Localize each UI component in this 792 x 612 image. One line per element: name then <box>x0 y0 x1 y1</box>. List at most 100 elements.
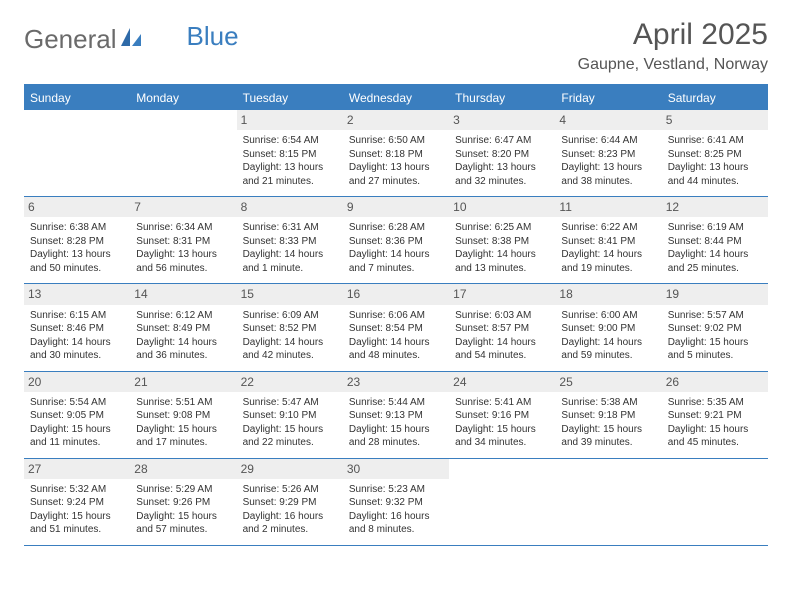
daylight-text: Daylight: 13 hours and 21 minutes. <box>243 161 337 188</box>
sunset-text: Sunset: 9:16 PM <box>455 409 549 423</box>
sunrise-text: Sunrise: 6:22 AM <box>561 221 655 235</box>
logo-text-1: General <box>24 24 117 55</box>
sunrise-text: Sunrise: 5:35 AM <box>668 396 762 410</box>
daylight-text: Daylight: 15 hours and 28 minutes. <box>349 423 443 450</box>
sunset-text: Sunset: 8:15 PM <box>243 148 337 162</box>
day-cell: 29Sunrise: 5:26 AMSunset: 9:29 PMDayligh… <box>237 459 343 546</box>
day-cell: 22Sunrise: 5:47 AMSunset: 9:10 PMDayligh… <box>237 372 343 459</box>
sunset-text: Sunset: 9:13 PM <box>349 409 443 423</box>
calendar-grid: SundayMondayTuesdayWednesdayThursdayFrid… <box>24 84 768 546</box>
daylight-text: Daylight: 13 hours and 38 minutes. <box>561 161 655 188</box>
sunset-text: Sunset: 8:44 PM <box>668 235 762 249</box>
sunset-text: Sunset: 8:31 PM <box>136 235 230 249</box>
sunset-text: Sunset: 8:20 PM <box>455 148 549 162</box>
sunrise-text: Sunrise: 6:19 AM <box>668 221 762 235</box>
daylight-text: Daylight: 14 hours and 1 minute. <box>243 248 337 275</box>
sunset-text: Sunset: 9:29 PM <box>243 496 337 510</box>
sunset-text: Sunset: 9:18 PM <box>561 409 655 423</box>
daylight-text: Daylight: 14 hours and 48 minutes. <box>349 336 443 363</box>
sunrise-text: Sunrise: 6:15 AM <box>30 309 124 323</box>
daylight-text: Daylight: 13 hours and 27 minutes. <box>349 161 443 188</box>
sunrise-text: Sunrise: 6:03 AM <box>455 309 549 323</box>
day-number: 29 <box>237 459 343 479</box>
daylight-text: Daylight: 15 hours and 22 minutes. <box>243 423 337 450</box>
day-number: 17 <box>449 284 555 304</box>
weekday-header: Sunday <box>24 86 130 110</box>
sunrise-text: Sunrise: 5:44 AM <box>349 396 443 410</box>
day-number: 30 <box>343 459 449 479</box>
weekday-header: Wednesday <box>343 86 449 110</box>
daylight-text: Daylight: 14 hours and 25 minutes. <box>668 248 762 275</box>
day-number: 18 <box>555 284 661 304</box>
day-number: 20 <box>24 372 130 392</box>
header: General Blue April 2025 Gaupne, Vestland… <box>24 18 768 74</box>
day-number: 25 <box>555 372 661 392</box>
day-number: 16 <box>343 284 449 304</box>
daylight-text: Daylight: 14 hours and 30 minutes. <box>30 336 124 363</box>
sunrise-text: Sunrise: 5:41 AM <box>455 396 549 410</box>
sunset-text: Sunset: 9:00 PM <box>561 322 655 336</box>
daylight-text: Daylight: 14 hours and 7 minutes. <box>349 248 443 275</box>
logo-text-2: Blue <box>187 21 239 52</box>
calendar-page: General Blue April 2025 Gaupne, Vestland… <box>0 0 792 546</box>
sunrise-text: Sunrise: 6:09 AM <box>243 309 337 323</box>
daylight-text: Daylight: 16 hours and 8 minutes. <box>349 510 443 537</box>
day-cell: 16Sunrise: 6:06 AMSunset: 8:54 PMDayligh… <box>343 284 449 371</box>
day-number: 15 <box>237 284 343 304</box>
day-cell: 1Sunrise: 6:54 AMSunset: 8:15 PMDaylight… <box>237 110 343 197</box>
sunset-text: Sunset: 8:28 PM <box>30 235 124 249</box>
daylight-text: Daylight: 14 hours and 19 minutes. <box>561 248 655 275</box>
empty-cell: . <box>24 110 130 197</box>
day-number: 1 <box>237 110 343 130</box>
sunset-text: Sunset: 8:54 PM <box>349 322 443 336</box>
day-cell: 7Sunrise: 6:34 AMSunset: 8:31 PMDaylight… <box>130 197 236 284</box>
daylight-text: Daylight: 13 hours and 44 minutes. <box>668 161 762 188</box>
sunset-text: Sunset: 8:25 PM <box>668 148 762 162</box>
day-cell: 28Sunrise: 5:29 AMSunset: 9:26 PMDayligh… <box>130 459 236 546</box>
day-cell: 26Sunrise: 5:35 AMSunset: 9:21 PMDayligh… <box>662 372 768 459</box>
daylight-text: Daylight: 14 hours and 13 minutes. <box>455 248 549 275</box>
day-cell: 17Sunrise: 6:03 AMSunset: 8:57 PMDayligh… <box>449 284 555 371</box>
day-cell: 11Sunrise: 6:22 AMSunset: 8:41 PMDayligh… <box>555 197 661 284</box>
day-number: 13 <box>24 284 130 304</box>
sunrise-text: Sunrise: 6:28 AM <box>349 221 443 235</box>
day-number: 28 <box>130 459 236 479</box>
daylight-text: Daylight: 13 hours and 50 minutes. <box>30 248 124 275</box>
day-number: 4 <box>555 110 661 130</box>
day-cell: 30 Sunrise: 5:23 AMSunset: 9:32 PMDayligh… <box>343 459 449 546</box>
weekday-header: Tuesday <box>237 86 343 110</box>
sunrise-text: Sunrise: 5:23 AM <box>349 483 443 497</box>
day-number: 14 <box>130 284 236 304</box>
sunrise-text: Sunrise: 5:54 AM <box>30 396 124 410</box>
weekday-header: Monday <box>130 86 236 110</box>
day-number: 2 <box>343 110 449 130</box>
sunset-text: Sunset: 9:32 PM <box>349 496 443 510</box>
sunrise-text: Sunrise: 6:00 AM <box>561 309 655 323</box>
day-number: 19 <box>662 284 768 304</box>
sunrise-text: Sunrise: 5:38 AM <box>561 396 655 410</box>
sunset-text: Sunset: 8:46 PM <box>30 322 124 336</box>
day-cell: 5Sunrise: 6:41 AMSunset: 8:25 PMDaylight… <box>662 110 768 197</box>
logo: General Blue <box>24 18 239 55</box>
day-number: 8 <box>237 197 343 217</box>
sunrise-text: Sunrise: 5:47 AM <box>243 396 337 410</box>
day-cell: 3Sunrise: 6:47 AMSunset: 8:20 PMDaylight… <box>449 110 555 197</box>
logo-sail-icon <box>121 24 143 55</box>
day-number: 26 <box>662 372 768 392</box>
daylight-text: Daylight: 15 hours and 11 minutes. <box>30 423 124 450</box>
sunrise-text: Sunrise: 5:29 AM <box>136 483 230 497</box>
sunrise-text: Sunrise: 5:26 AM <box>243 483 337 497</box>
day-cell: 2Sunrise: 6:50 AMSunset: 8:18 PMDaylight… <box>343 110 449 197</box>
day-cell: 27Sunrise: 5:32 AMSunset: 9:24 PMDayligh… <box>24 459 130 546</box>
sunrise-text: Sunrise: 6:50 AM <box>349 134 443 148</box>
sunset-text: Sunset: 8:49 PM <box>136 322 230 336</box>
daylight-text: Daylight: 15 hours and 34 minutes. <box>455 423 549 450</box>
sunrise-text: Sunrise: 5:57 AM <box>668 309 762 323</box>
sunset-text: Sunset: 8:57 PM <box>455 322 549 336</box>
day-cell: 15Sunrise: 6:09 AMSunset: 8:52 PMDayligh… <box>237 284 343 371</box>
day-number: 11 <box>555 197 661 217</box>
daylight-text: Daylight: 13 hours and 56 minutes. <box>136 248 230 275</box>
day-cell: 25Sunrise: 5:38 AMSunset: 9:18 PMDayligh… <box>555 372 661 459</box>
daylight-text: Daylight: 15 hours and 5 minutes. <box>668 336 762 363</box>
day-cell: 20Sunrise: 5:54 AMSunset: 9:05 PMDayligh… <box>24 372 130 459</box>
